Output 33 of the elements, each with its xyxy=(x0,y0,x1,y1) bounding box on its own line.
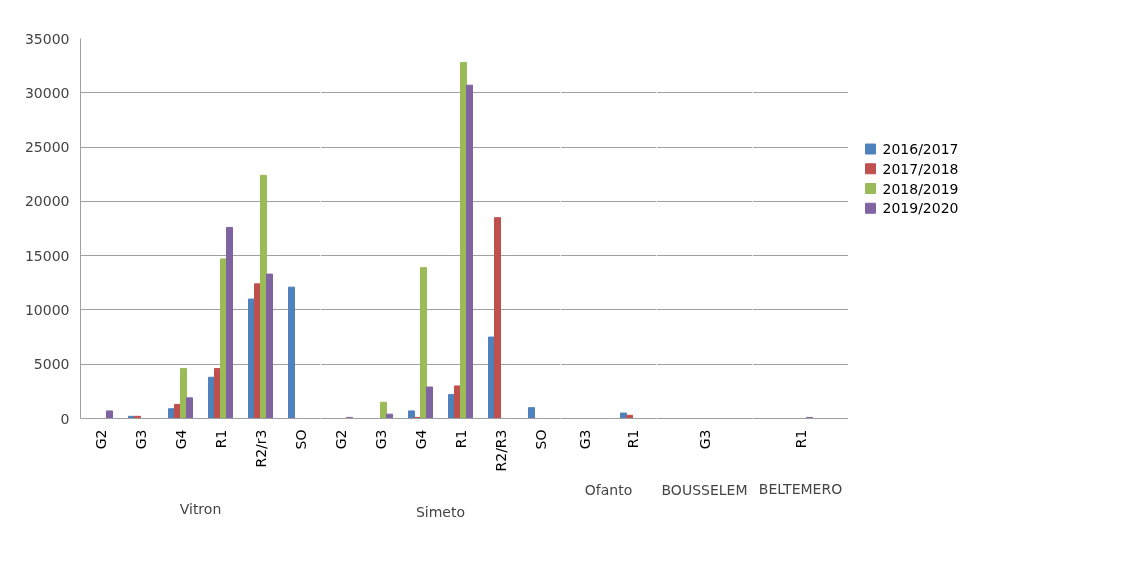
legend-label: 2019/2020 xyxy=(882,200,959,217)
x-tick-label: R2/R3 xyxy=(492,429,509,472)
x-tick-label: R2/r3 xyxy=(252,429,269,468)
x-tick-label: G3 xyxy=(576,429,593,450)
x-axis-title: Ofanto xyxy=(584,482,633,499)
x-tick-label: SO xyxy=(532,429,549,450)
x-tick-label: G4 xyxy=(172,429,189,450)
y-tick-label: 25000 xyxy=(24,139,70,156)
x-tick-label: G2 xyxy=(332,429,349,450)
x-tick-label: G4 xyxy=(412,429,429,450)
x-tick-label: G3 xyxy=(696,429,713,450)
x-tick-label: G3 xyxy=(132,429,149,450)
x-axis-title: BOUSSELEM xyxy=(661,482,748,499)
x-axis-title: Simeto xyxy=(415,504,466,521)
y-tick-label: 0 xyxy=(60,410,70,427)
y-tick-label: 35000 xyxy=(24,30,70,47)
y-tick-label: 30000 xyxy=(24,84,70,101)
y-tick-label: 10000 xyxy=(24,301,70,318)
x-axis-title: BELTEMERO xyxy=(758,481,843,498)
x-tick-label: SO xyxy=(292,429,309,450)
y-tick-label: 15000 xyxy=(24,247,70,264)
y-tick-label: 20000 xyxy=(24,193,70,210)
x-tick-label: R1 xyxy=(452,429,469,449)
legend-label: 2017/2018 xyxy=(882,160,959,177)
y-tick-label: 5000 xyxy=(33,356,70,373)
x-tick-label: R1 xyxy=(212,429,229,449)
x-tick-label: G2 xyxy=(92,429,109,450)
x-tick-label: R1 xyxy=(792,429,809,449)
legend-label: 2016/2017 xyxy=(882,141,959,158)
x-tick-label: G3 xyxy=(372,429,389,450)
legend-label: 2018/2019 xyxy=(882,180,959,197)
x-axis-title: Vitron xyxy=(179,500,222,517)
x-tick-label: R1 xyxy=(624,429,641,449)
